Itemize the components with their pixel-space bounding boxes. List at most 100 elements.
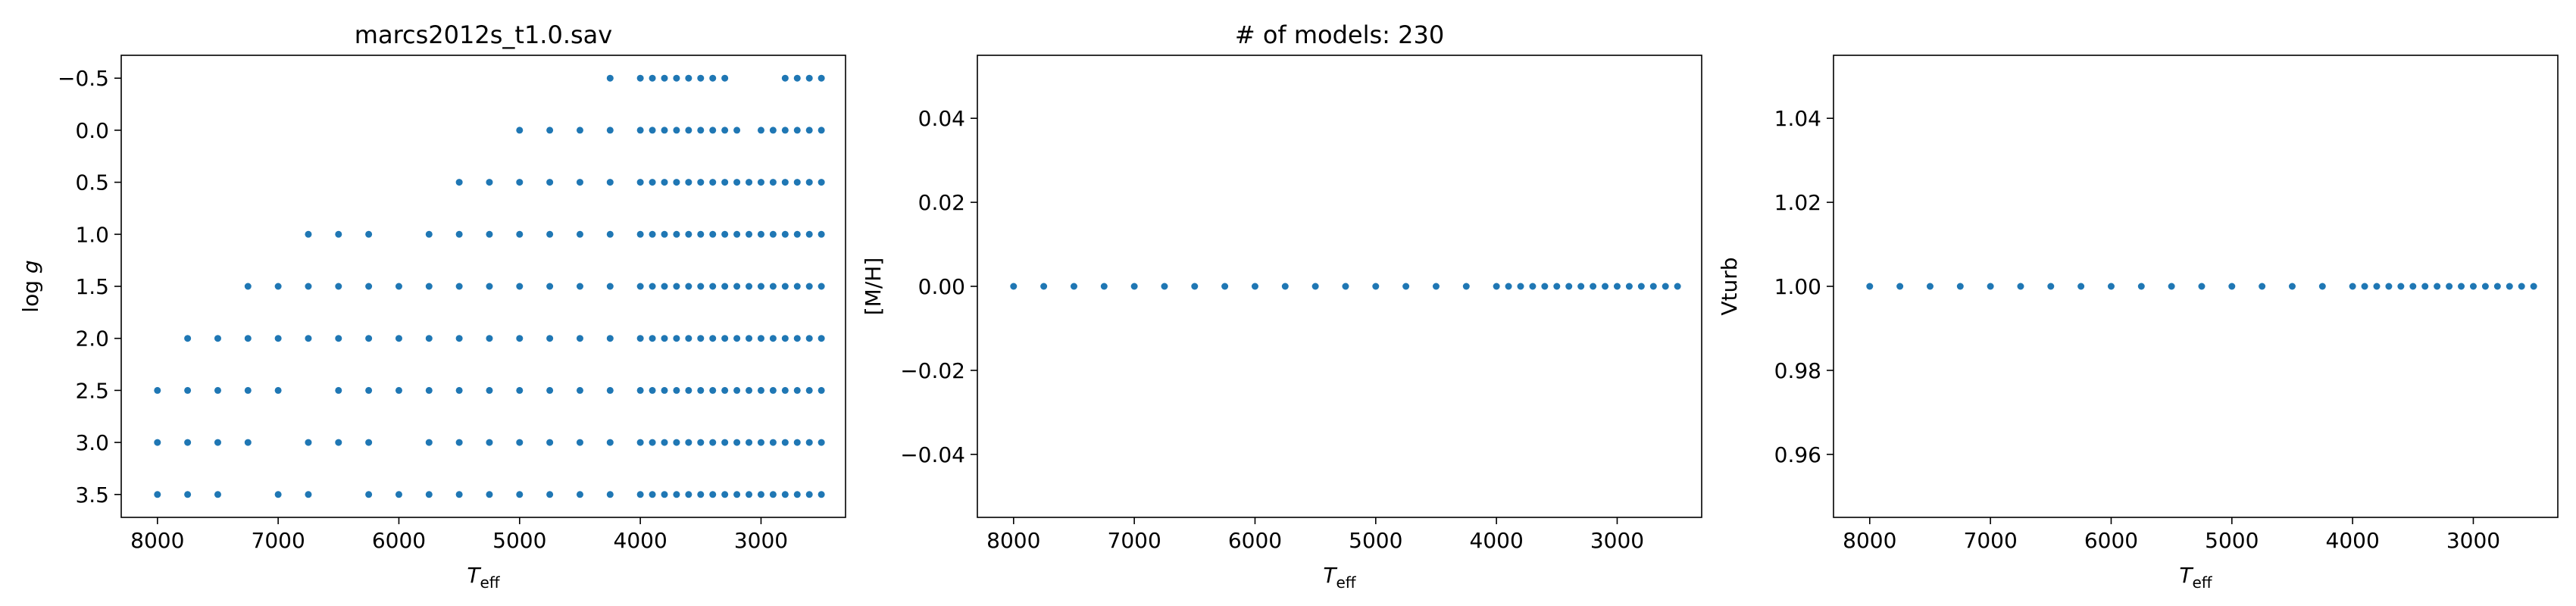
x-tick-label: 3000 bbox=[734, 528, 788, 553]
data-point bbox=[818, 335, 825, 342]
data-point bbox=[793, 283, 801, 290]
data-point bbox=[455, 179, 463, 186]
data-point bbox=[805, 127, 813, 134]
data-point bbox=[516, 439, 524, 446]
data-point bbox=[805, 283, 813, 290]
data-point bbox=[769, 127, 777, 134]
data-point bbox=[697, 439, 705, 446]
data-point bbox=[154, 386, 161, 394]
data-point bbox=[1541, 283, 1549, 290]
data-point bbox=[2259, 283, 2266, 290]
data-point bbox=[455, 335, 463, 342]
data-point bbox=[214, 439, 221, 446]
data-point bbox=[697, 335, 705, 342]
y-tick-label: 3.5 bbox=[75, 483, 109, 508]
x-axis-label: Teff bbox=[1323, 563, 1356, 592]
data-point bbox=[769, 491, 777, 498]
data-point bbox=[546, 335, 554, 342]
data-point bbox=[1590, 283, 1597, 290]
x-tick-label: 3000 bbox=[2446, 528, 2500, 553]
data-point bbox=[685, 386, 692, 394]
data-point bbox=[2385, 283, 2393, 290]
data-point bbox=[746, 386, 753, 394]
data-point bbox=[649, 439, 656, 446]
data-point bbox=[733, 491, 741, 498]
data-point bbox=[793, 439, 801, 446]
data-point bbox=[685, 230, 692, 238]
data-point bbox=[805, 179, 813, 186]
data-point bbox=[793, 74, 801, 82]
data-point bbox=[274, 335, 282, 342]
data-point bbox=[606, 127, 614, 134]
data-point bbox=[516, 283, 524, 290]
data-point bbox=[184, 491, 192, 498]
data-point bbox=[781, 386, 789, 394]
data-point bbox=[365, 230, 373, 238]
data-point bbox=[2107, 283, 2115, 290]
data-point bbox=[697, 179, 705, 186]
data-point bbox=[673, 283, 680, 290]
data-point bbox=[455, 439, 463, 446]
data-point bbox=[606, 335, 614, 342]
data-point bbox=[1926, 283, 1934, 290]
y-axis-label: [M/H] bbox=[861, 258, 886, 316]
data-point bbox=[2409, 283, 2417, 290]
data-point bbox=[1100, 283, 1108, 290]
y-tick-label: 0.0 bbox=[75, 118, 109, 143]
data-point bbox=[305, 491, 312, 498]
data-point bbox=[805, 74, 813, 82]
data-point bbox=[781, 335, 789, 342]
data-point bbox=[576, 335, 583, 342]
data-point bbox=[781, 127, 789, 134]
data-point bbox=[576, 439, 583, 446]
data-point bbox=[2017, 283, 2024, 290]
data-point bbox=[335, 283, 342, 290]
y-tick-label: 1.00 bbox=[1774, 274, 1821, 299]
data-point bbox=[733, 335, 741, 342]
data-point bbox=[649, 386, 656, 394]
data-point bbox=[486, 386, 493, 394]
data-point bbox=[2361, 283, 2368, 290]
data-point bbox=[661, 127, 668, 134]
data-point bbox=[1493, 283, 1500, 290]
data-point bbox=[685, 439, 692, 446]
data-point bbox=[697, 491, 705, 498]
data-point bbox=[636, 74, 644, 82]
data-point bbox=[746, 491, 753, 498]
data-point bbox=[214, 335, 221, 342]
y-tick-label: 2.0 bbox=[75, 326, 109, 351]
data-point bbox=[757, 283, 764, 290]
data-point bbox=[2228, 283, 2236, 290]
data-point bbox=[673, 335, 680, 342]
x-tick-label: 6000 bbox=[1228, 528, 1282, 553]
data-point bbox=[757, 386, 764, 394]
data-point bbox=[781, 179, 789, 186]
data-point bbox=[818, 127, 825, 134]
data-point bbox=[1649, 283, 1657, 290]
data-point bbox=[395, 283, 402, 290]
data-point bbox=[455, 491, 463, 498]
x-tick-label: 8000 bbox=[986, 528, 1040, 553]
data-point bbox=[1281, 283, 1289, 290]
data-point bbox=[781, 230, 789, 238]
data-point bbox=[1342, 283, 1349, 290]
data-point bbox=[305, 283, 312, 290]
data-point bbox=[425, 283, 433, 290]
data-point bbox=[2288, 283, 2296, 290]
data-point bbox=[709, 439, 717, 446]
y-tick-label: 3.0 bbox=[75, 430, 109, 455]
data-point bbox=[244, 335, 252, 342]
data-point bbox=[2047, 283, 2055, 290]
data-point bbox=[818, 230, 825, 238]
data-point bbox=[1637, 283, 1645, 290]
x-tick-label: 5000 bbox=[492, 528, 546, 553]
data-point bbox=[214, 491, 221, 498]
data-point bbox=[733, 439, 741, 446]
chart-panel-2: # of models: 230 8000 7000 6000 5000 4000 3000… bbox=[861, 20, 1702, 592]
data-point bbox=[576, 283, 583, 290]
data-point bbox=[685, 127, 692, 134]
data-point bbox=[818, 439, 825, 446]
data-point bbox=[606, 230, 614, 238]
data-point bbox=[2469, 283, 2477, 290]
data-point bbox=[733, 230, 741, 238]
